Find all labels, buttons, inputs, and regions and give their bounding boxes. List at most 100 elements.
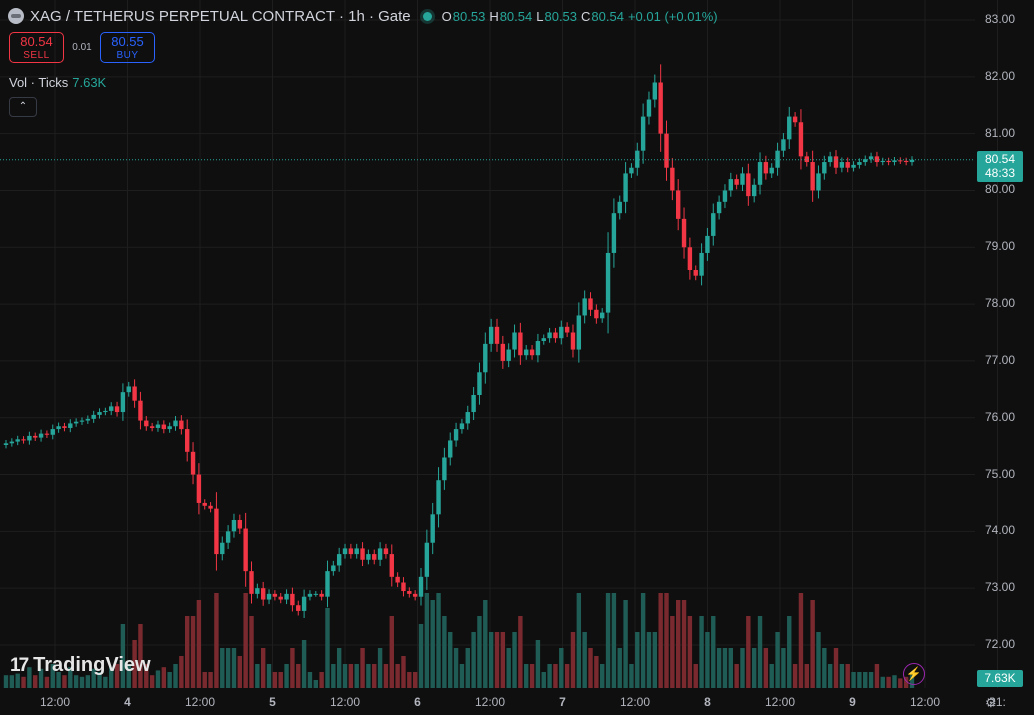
volume-bar bbox=[553, 664, 558, 688]
gear-icon[interactable]: ⚙ bbox=[985, 695, 997, 710]
candle-body bbox=[775, 150, 780, 168]
candle-body bbox=[372, 554, 377, 560]
candle-body bbox=[833, 156, 839, 168]
collapse-button[interactable]: ⌃ bbox=[9, 97, 37, 117]
tradingview-logo[interactable]: 17 TradingView bbox=[10, 654, 151, 677]
buy-button[interactable]: 80.55 BUY bbox=[100, 32, 155, 63]
x-tick-label: 8 bbox=[704, 695, 711, 709]
sell-button[interactable]: 80.54 SELL bbox=[9, 32, 64, 63]
volume-bar bbox=[588, 648, 593, 688]
candle-body bbox=[559, 326, 564, 339]
candle-body bbox=[196, 474, 202, 503]
xag-coin-icon bbox=[8, 8, 24, 24]
symbol-title[interactable]: XAG / TETHERUS PERPETUAL CONTRACT · 1h ·… bbox=[30, 7, 411, 25]
candle-body bbox=[880, 160, 885, 163]
x-tick-label: 9 bbox=[849, 695, 856, 709]
volume-bar bbox=[810, 600, 815, 688]
candle-body bbox=[792, 116, 798, 123]
volume-bar bbox=[103, 676, 108, 688]
volume-bar bbox=[711, 616, 716, 688]
candle-body bbox=[249, 571, 254, 594]
candle-body bbox=[722, 190, 728, 202]
volume-bar bbox=[822, 648, 827, 688]
candle-body bbox=[827, 156, 833, 163]
last-price: 80.54 bbox=[984, 152, 1016, 166]
candle-body bbox=[395, 576, 400, 583]
x-tick-label: 4 bbox=[124, 695, 131, 709]
candle-body bbox=[623, 173, 628, 202]
candle-body bbox=[886, 160, 891, 163]
volume-bar bbox=[781, 648, 786, 688]
volume-bar bbox=[798, 593, 804, 688]
candle-body bbox=[155, 424, 161, 428]
trade-buttons: 80.54 SELL 0.01 80.55 BUY bbox=[9, 32, 155, 63]
y-tick-label: 78.00 bbox=[985, 296, 1016, 311]
volume-bar bbox=[827, 664, 833, 688]
candle-body bbox=[716, 201, 722, 214]
candle-body bbox=[529, 349, 535, 356]
candle-body bbox=[512, 332, 517, 350]
candle-body bbox=[909, 159, 915, 163]
candle-body bbox=[804, 156, 809, 163]
candle-body bbox=[442, 457, 447, 481]
candle-body bbox=[114, 406, 120, 413]
volume-bar bbox=[144, 664, 149, 688]
candle-body bbox=[611, 213, 617, 253]
volume-bar bbox=[465, 648, 470, 688]
volume-bar bbox=[635, 632, 640, 688]
market-status-icon bbox=[422, 11, 432, 21]
volume-bar bbox=[196, 600, 202, 688]
candle-body bbox=[635, 150, 640, 168]
chart-header: XAG / TETHERUS PERPETUAL CONTRACT · 1h ·… bbox=[8, 6, 722, 26]
candle-body bbox=[763, 162, 769, 174]
volume-bar bbox=[412, 672, 418, 688]
candle-body bbox=[38, 433, 44, 438]
candle-body bbox=[331, 565, 336, 572]
volume-bar bbox=[512, 632, 517, 688]
volume-bar bbox=[132, 640, 137, 688]
spread-value: 0.01 bbox=[72, 42, 92, 53]
candle-body bbox=[401, 582, 406, 592]
candle-body bbox=[892, 160, 897, 163]
candle-body bbox=[670, 167, 675, 191]
candle-body bbox=[465, 412, 470, 424]
volume-bar bbox=[804, 664, 809, 688]
volume-bar bbox=[73, 675, 79, 688]
volume-bar bbox=[693, 664, 698, 688]
volume-bar bbox=[33, 675, 38, 688]
volume-bar bbox=[436, 593, 441, 688]
candle-body bbox=[138, 400, 143, 421]
volume-bar bbox=[260, 648, 266, 688]
lightning-icon[interactable]: ⚡ bbox=[903, 663, 925, 685]
candle-body bbox=[3, 443, 9, 445]
candle-body bbox=[225, 531, 231, 543]
volume-bar bbox=[290, 648, 295, 688]
volume-bar bbox=[629, 664, 634, 688]
volume-bar bbox=[313, 680, 318, 688]
volume-bar bbox=[190, 616, 196, 688]
candle-body bbox=[319, 593, 324, 597]
volume-bar bbox=[775, 632, 780, 688]
candle-body bbox=[658, 82, 663, 134]
volume-bar bbox=[214, 593, 219, 688]
volume-bar bbox=[541, 672, 546, 688]
chevron-up-icon: ⌃ bbox=[18, 101, 28, 112]
volume-bar bbox=[600, 664, 605, 688]
candle-body bbox=[360, 548, 365, 560]
candle-body bbox=[73, 421, 79, 424]
candle-body bbox=[231, 520, 237, 532]
candle-body bbox=[898, 160, 903, 162]
candle-body bbox=[839, 162, 845, 168]
volume-bar bbox=[892, 675, 897, 688]
y-tick-label: 83.00 bbox=[985, 12, 1016, 26]
volume-bar bbox=[845, 664, 850, 688]
volume-bar bbox=[430, 600, 435, 688]
volume-bar bbox=[874, 664, 880, 688]
volume-bar bbox=[354, 664, 359, 688]
candle-body bbox=[307, 593, 313, 597]
candle-body bbox=[810, 162, 815, 191]
candle-body bbox=[97, 412, 102, 415]
volume-bar bbox=[535, 640, 541, 688]
volume-legend[interactable]: Vol · Ticks 7.63K bbox=[9, 75, 106, 90]
